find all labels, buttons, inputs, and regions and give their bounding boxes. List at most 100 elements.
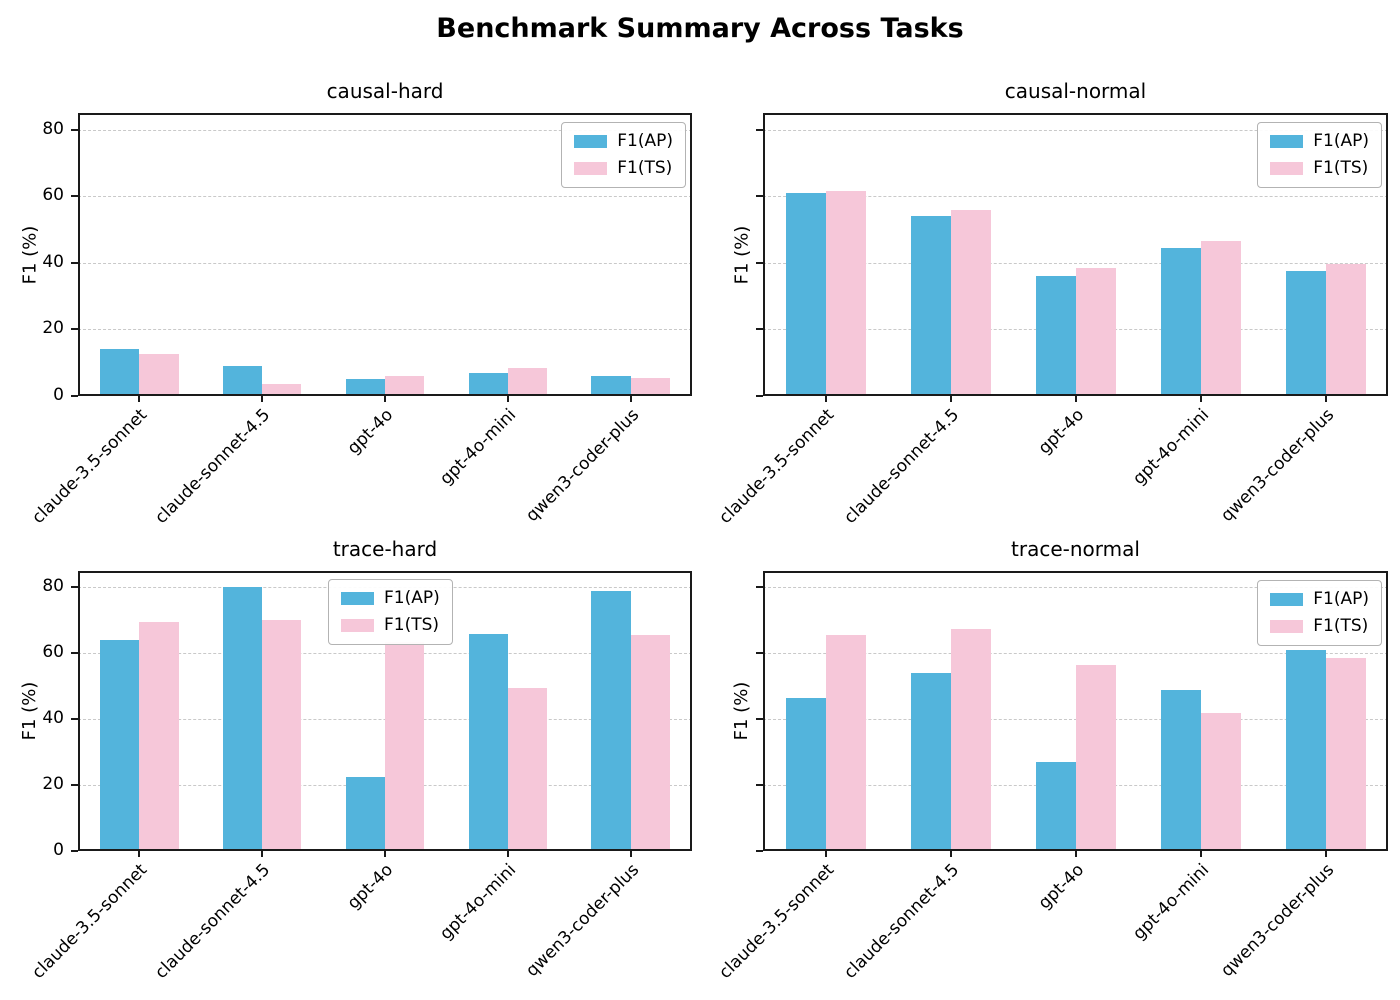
y-tick-label: 60 [42,642,64,663]
legend-swatch [574,162,608,175]
x-tick-mark [506,851,509,857]
gridline [763,196,1388,198]
y-tick-mark [756,261,763,264]
chart-title: trace-normal [1011,537,1140,561]
x-tick-mark [138,851,141,857]
bar-gpt-4o-mini-f1-ts [1200,241,1241,396]
legend-item: F1(TS) [574,159,673,178]
bar-gpt-4o-f1-ts [1075,664,1116,851]
x-tick-label: claude-sonnet-4.5 [839,860,963,983]
y-tick-mark [71,395,78,397]
x-tick-mark [629,851,632,857]
gridline [78,196,692,198]
bar-qwen3-coder-plus-f1-ap [591,590,631,851]
x-tick-label: qwen3-coder-plus [1216,860,1338,981]
bar-claude-sonnet-4.5-f1-ap [910,673,951,851]
bar-gpt-4o-f1-ts [385,376,425,396]
bar-qwen3-coder-plus-f1-ts [1325,264,1366,396]
y-tick-mark [756,328,763,331]
legend-label: F1(TS) [617,158,673,178]
legend-item: F1(AP) [574,132,673,151]
subplot-causal-hard: causal-hard 0 20 40 60 80 claude-3.5-sonnet cla… [19,79,692,528]
legend: F1(AP) F1(TS) [561,122,686,188]
bar-claude-sonnet-4.5-f1-ts [950,628,991,851]
x-tick-mark [138,396,141,402]
bar-gpt-4o-mini-f1-ts [507,367,548,396]
y-tick-mark [71,850,78,852]
x-tick-mark [629,396,632,402]
y-tick-mark [71,718,78,721]
legend-label: F1(AP) [617,131,673,151]
bar-gpt-4o-mini-f1-ts [1200,712,1241,851]
gridline [763,262,1388,264]
y-tick-label: 80 [42,118,64,139]
legend-label: F1(AP) [1313,589,1369,609]
bar-gpt-4o-f1-ts [385,641,425,851]
x-tick-mark [506,396,509,402]
y-tick-mark [71,328,78,331]
legend-item: F1(AP) [1270,590,1369,609]
y-tick-mark [756,652,763,655]
bar-gpt-4o-mini-f1-ap [468,372,508,396]
y-axis-label: F1 (%) [731,681,752,741]
x-tick-label: claude-3.5-sonnet [28,860,152,983]
bar-gpt-4o-f1-ap [1035,762,1076,851]
y-tick-mark [71,652,78,655]
legend-swatch [341,619,374,632]
bar-qwen3-coder-plus-f1-ap [591,376,631,396]
x-tick-mark [261,396,264,402]
y-tick-label: 40 [42,708,64,729]
y-tick-mark [756,195,763,198]
gridline [763,587,1388,589]
bar-claude-sonnet-4.5-f1-ap [222,587,263,851]
legend-item: F1(AP) [341,589,440,608]
y-tick-mark [756,586,763,589]
y-tick-label: 0 [53,385,64,405]
bar-gpt-4o-mini-f1-ap [468,633,508,851]
bar-qwen3-coder-plus-f1-ts [630,635,670,851]
x-tick-mark [824,396,827,402]
bar-claude-3.5-sonnet-f1-ap [785,697,826,851]
x-tick-label: gpt-4o-mini [435,860,520,945]
y-tick-mark [756,128,763,131]
legend-label: F1(TS) [1313,158,1369,178]
subplot-causal-normal: causal-normal claude-3.5-sonnet claude-son… [715,79,1388,528]
bar-qwen3-coder-plus-f1-ts [1325,658,1366,851]
gridline [78,129,692,131]
bar-claude-3.5-sonnet-f1-ap [785,192,826,396]
bar-gpt-4o-mini-f1-ap [1160,247,1201,396]
bar-claude-3.5-sonnet-f1-ts [139,622,179,851]
bar-claude-3.5-sonnet-f1-ap [100,349,140,396]
subplot-trace-normal: trace-normal claude-3.5-sonnet claude-sonn… [715,537,1388,983]
legend-label: F1(AP) [384,588,440,608]
bar-qwen3-coder-plus-f1-ts [630,377,670,396]
bar-claude-sonnet-4.5-f1-ts [950,209,991,396]
bar-gpt-4o-mini-f1-ap [1160,689,1201,851]
x-tick-mark [1324,396,1327,402]
y-axis-label: F1 (%) [19,681,40,741]
y-tick-label: 60 [42,185,64,206]
x-tick-mark [384,396,386,402]
bar-claude-3.5-sonnet-f1-ts [139,354,179,396]
gridline [78,262,692,264]
x-tick-mark [1199,396,1202,402]
chart-title: trace-hard [332,537,438,561]
y-tick-label: 40 [42,251,64,272]
legend: F1(AP) F1(TS) [1257,580,1382,646]
legend-swatch [574,135,608,148]
y-tick-mark [756,850,763,852]
x-tick-label: gpt-4o-mini [1128,860,1213,945]
legend-label: F1(TS) [1313,616,1369,636]
bar-claude-3.5-sonnet-f1-ts [825,635,866,851]
x-tick-label: gpt-4o [1034,860,1088,914]
y-tick-mark [756,395,763,397]
x-tick-label: gpt-4o [343,860,398,914]
y-tick-label: 0 [53,840,64,860]
legend-swatch [1270,135,1304,148]
y-tick-mark [71,784,78,787]
legend-item: F1(TS) [341,616,440,635]
bar-gpt-4o-f1-ap [345,776,385,851]
bar-claude-3.5-sonnet-f1-ts [825,191,866,396]
bar-gpt-4o-f1-ap [1035,276,1076,396]
